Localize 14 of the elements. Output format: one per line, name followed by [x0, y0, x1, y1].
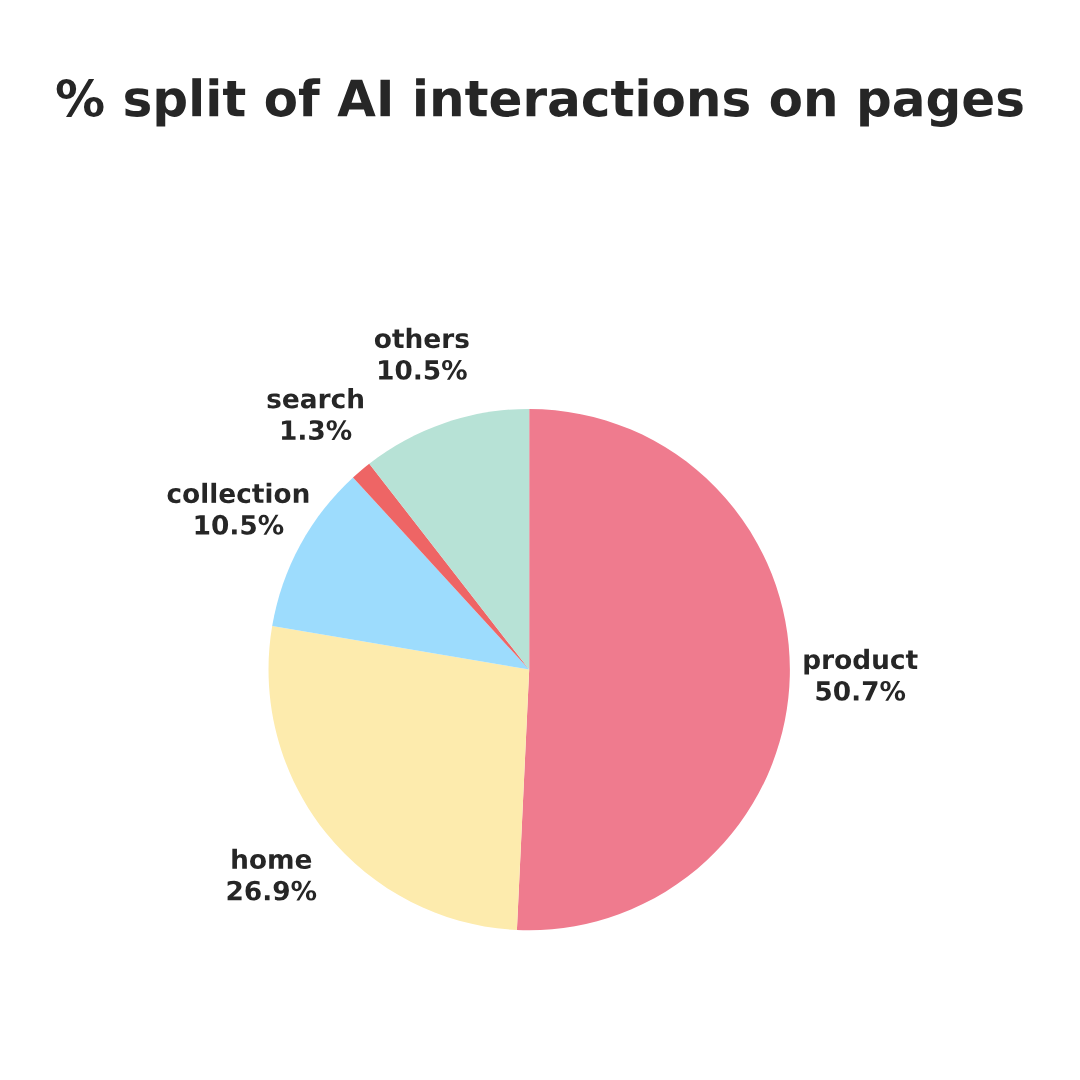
chart-title: % split of AI interactions on pages — [56, 78, 1023, 127]
slice-label: home — [232, 848, 312, 870]
data-label: 1.3% — [281, 420, 352, 441]
slice-label: search — [267, 388, 363, 409]
slice-label: product — [804, 648, 918, 675]
data-label: 10.5% — [195, 514, 284, 535]
data-label: 26.9% — [227, 880, 317, 901]
pie-slice — [516, 408, 790, 931]
data-label: 10.5% — [379, 359, 467, 380]
pie-slice — [369, 408, 530, 670]
slice-label: others — [374, 327, 469, 349]
data-label: 50.7% — [816, 680, 906, 701]
pie-slice — [353, 463, 530, 670]
slice-label: collection — [167, 482, 309, 504]
